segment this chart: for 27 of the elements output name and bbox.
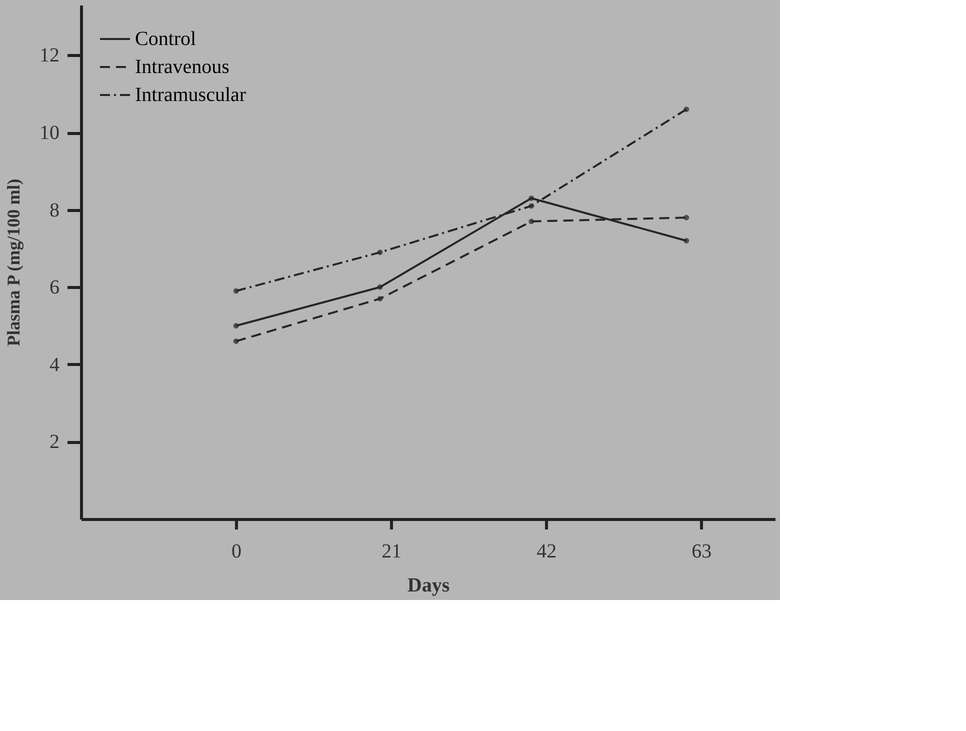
legend-label: Intravenous [135, 56, 230, 78]
point [233, 323, 239, 328]
point [377, 296, 383, 302]
y-tick-label: 10 [40, 122, 60, 144]
x-tick-label: 0 [232, 540, 242, 562]
y-tick-label: 12 [40, 44, 60, 67]
legend-label: Control [135, 28, 197, 50]
point [528, 203, 534, 209]
point [233, 288, 239, 294]
point [684, 106, 690, 112]
y-tick-label: 4 [50, 354, 60, 376]
point [377, 250, 383, 256]
y-tick-label: 2 [50, 431, 60, 454]
y-axis-title: Plasma P (mg/100 ml) [4, 178, 24, 346]
x-tick-label: 63 [692, 540, 712, 562]
x-tick-label: 42 [536, 540, 557, 562]
x-tick-label: 21 [382, 540, 402, 562]
x-axis-title: Days [407, 574, 450, 596]
point [377, 284, 383, 290]
legend-label: Intramuscular [135, 84, 246, 106]
y-tick-label: 6 [50, 276, 60, 299]
point [684, 238, 690, 244]
point [684, 214, 690, 220]
y-tick-label: 8 [50, 199, 60, 222]
point [528, 218, 534, 224]
point [233, 338, 239, 344]
point [528, 196, 534, 201]
